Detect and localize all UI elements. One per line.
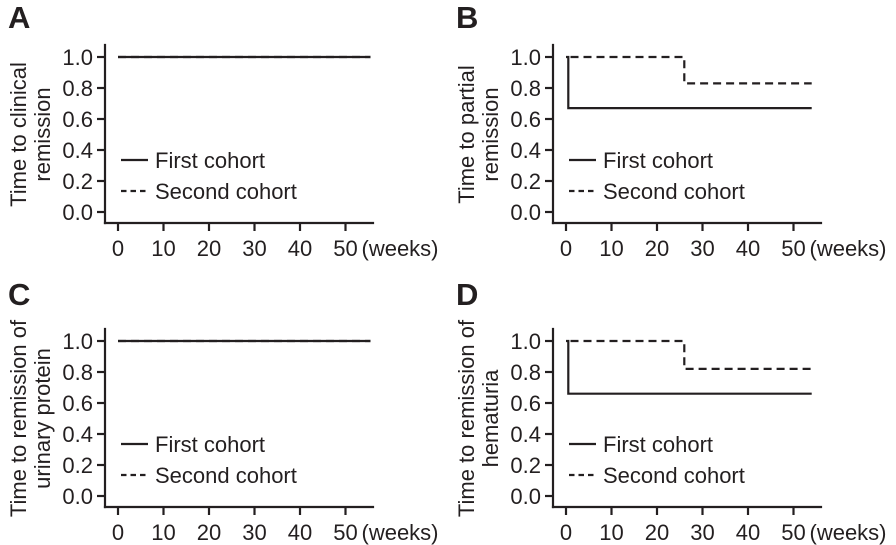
y-tick-label: 1.0 (510, 329, 541, 354)
legend-label-first-cohort: First cohort (603, 148, 713, 173)
y-tick-label: 0.8 (510, 360, 541, 385)
x-tick-label: 10 (151, 520, 175, 545)
y-tick-label: 0.8 (62, 76, 93, 101)
y-axis-label-line-2: remission (30, 87, 55, 181)
legend-label-first-cohort: First cohort (603, 432, 713, 457)
y-tick-label: 0.4 (510, 138, 541, 163)
x-tick-label: 20 (197, 236, 221, 261)
x-tick-label: 40 (288, 520, 312, 545)
panel-letter-B: B (456, 0, 478, 35)
x-tick-label: 0 (112, 520, 124, 545)
x-axis-unit-label: (weeks) (362, 520, 439, 545)
y-tick-label: 1.0 (62, 329, 93, 354)
y-tick-label: 0.2 (510, 453, 541, 478)
y-tick-label: 0.6 (510, 391, 541, 416)
panel-chart-A: A Time to clinical remission 0.0 0.2 0.4 0.6 0.… (6, 0, 439, 261)
y-tick-label: 0.0 (510, 484, 541, 509)
y-tick-label: 0.0 (510, 200, 541, 225)
panel-letter-C: C (8, 277, 30, 312)
x-tick-label: 10 (599, 236, 623, 261)
legend-label-first-cohort: First cohort (155, 432, 265, 457)
panel-chart-D: D Time to remission of hematuria 0.0 0.2 0.4 0… (454, 277, 887, 545)
y-tick-label: 0.6 (62, 107, 93, 132)
second-cohort-line (570, 339, 812, 370)
legend-label-second-cohort: Second cohort (155, 463, 297, 488)
y-tick-label: 1.0 (510, 45, 541, 70)
legend-label-second-cohort: Second cohort (155, 179, 297, 204)
x-tick-label: 50 (781, 236, 805, 261)
x-tick-label: 0 (112, 236, 124, 261)
x-tick-label: 50 (781, 520, 805, 545)
panel-letter-D: D (456, 277, 478, 312)
panel-chart-C: C Time to remission of urinary protein 0.0 0… (6, 277, 439, 545)
y-tick-label: 0.8 (510, 76, 541, 101)
x-tick-label: 20 (645, 236, 669, 261)
panel-chart-B: B Time to partial remission 0.0 0.2 0.4 0.6 0.8… (454, 0, 887, 261)
x-tick-label: 40 (736, 236, 760, 261)
x-axis-unit-label: (weeks) (810, 236, 887, 261)
x-tick-label: 40 (288, 236, 312, 261)
x-tick-label: 50 (333, 520, 357, 545)
x-tick-label: 30 (242, 520, 266, 545)
x-axis-unit-label: (weeks) (810, 520, 887, 545)
legend-label-first-cohort: First cohort (155, 148, 265, 173)
y-axis-label-line-2: urinary protein (30, 348, 55, 489)
x-tick-label: 0 (560, 520, 572, 545)
y-axis-label-line-2: remission (478, 87, 503, 181)
x-tick-label: 30 (242, 236, 266, 261)
y-axis-label-line-1: Time to remission of (454, 319, 479, 517)
x-tick-label: 20 (645, 520, 669, 545)
y-tick-label: 0.2 (62, 169, 93, 194)
x-tick-label: 30 (690, 236, 714, 261)
first-cohort-line (566, 55, 812, 110)
y-tick-label: 0.2 (510, 169, 541, 194)
x-tick-label: 50 (333, 236, 357, 261)
y-tick-label: 0.2 (62, 453, 93, 478)
legend-label-second-cohort: Second cohort (603, 463, 745, 488)
x-tick-label: 40 (736, 520, 760, 545)
x-tick-label: 10 (599, 520, 623, 545)
y-tick-label: 0.6 (510, 107, 541, 132)
x-tick-label: 20 (197, 520, 221, 545)
panel-letter-A: A (8, 0, 30, 35)
legend-label-second-cohort: Second cohort (603, 179, 745, 204)
y-tick-label: 0.4 (62, 422, 93, 447)
y-tick-label: 1.0 (62, 45, 93, 70)
x-tick-label: 10 (151, 236, 175, 261)
y-tick-label: 0.8 (62, 360, 93, 385)
y-axis-label-line-1: Time to remission of (6, 319, 31, 517)
y-tick-label: 0.4 (510, 422, 541, 447)
y-tick-label: 0.6 (62, 391, 93, 416)
y-tick-label: 0.0 (62, 484, 93, 509)
y-tick-label: 0.0 (62, 200, 93, 225)
y-tick-label: 0.4 (62, 138, 93, 163)
x-tick-label: 0 (560, 236, 572, 261)
y-axis-label-line-1: Time to clinical (6, 62, 31, 207)
x-axis-unit-label: (weeks) (362, 236, 439, 261)
x-tick-label: 30 (690, 520, 714, 545)
y-axis-label-line-1: Time to partial (454, 65, 479, 204)
y-axis-label-line-2: hematuria (478, 369, 503, 468)
first-cohort-line (566, 339, 812, 395)
second-cohort-line (570, 55, 812, 85)
